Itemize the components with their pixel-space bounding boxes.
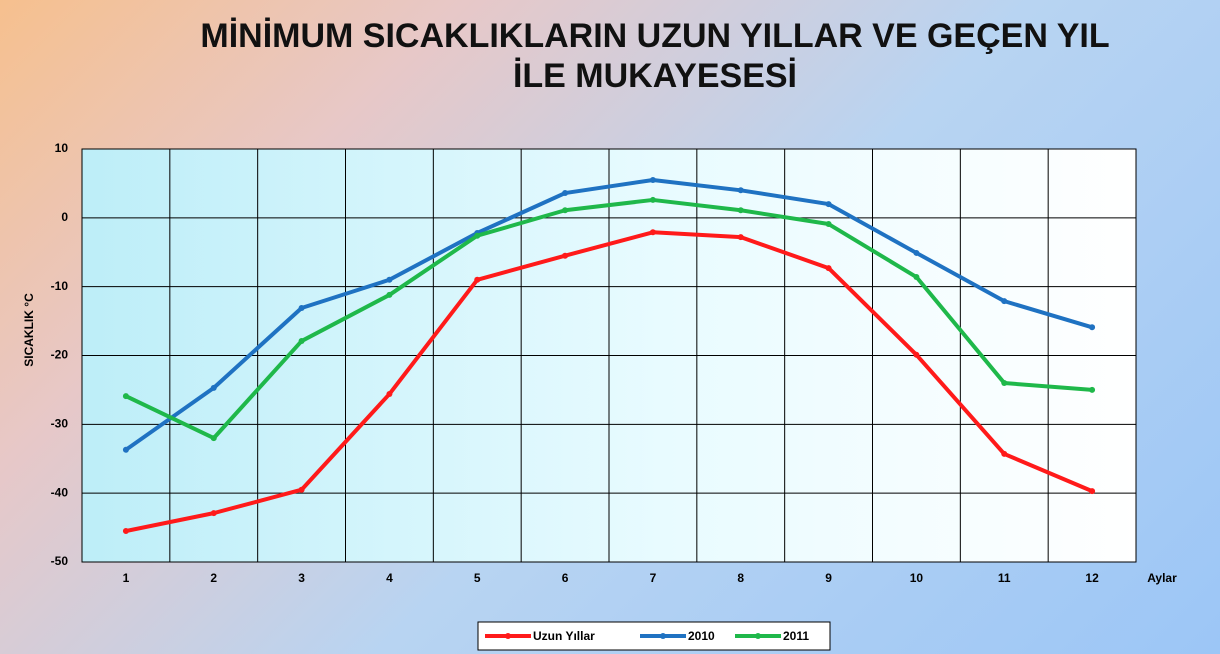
data-point <box>825 265 832 272</box>
x-tick-label: 6 <box>562 571 569 585</box>
data-point <box>913 351 920 358</box>
y-tick-label: 10 <box>55 141 69 155</box>
data-point <box>298 305 305 312</box>
data-point <box>386 276 393 283</box>
x-tick-label: 1 <box>123 571 130 585</box>
data-point <box>649 229 656 236</box>
data-point <box>562 190 569 197</box>
data-point <box>474 232 481 239</box>
y-tick-label: -50 <box>51 554 69 568</box>
data-point <box>298 338 305 345</box>
series-line <box>124 177 1093 452</box>
data-point <box>210 510 217 517</box>
x-tick-label: 4 <box>386 571 393 585</box>
data-point <box>1001 450 1008 457</box>
x-tick-label: 10 <box>910 571 924 585</box>
data-point <box>474 276 481 283</box>
data-point <box>298 486 305 493</box>
y-tick-label: 0 <box>61 210 68 224</box>
data-point <box>210 384 217 391</box>
x-tick-label: 3 <box>298 571 305 585</box>
legend-marker <box>505 633 511 639</box>
legend-label: 2011 <box>783 629 809 643</box>
legend-label: Uzun Yıllar <box>533 629 595 643</box>
data-point <box>210 435 217 442</box>
x-tick-label: 9 <box>825 571 832 585</box>
x-axis-label: Aylar <box>1147 571 1177 585</box>
data-point <box>386 291 393 298</box>
series-line <box>125 230 1093 533</box>
data-point <box>386 391 393 398</box>
data-point <box>737 234 744 241</box>
legend-marker <box>660 633 666 639</box>
data-point <box>649 196 656 203</box>
x-tick-label: 12 <box>1085 571 1099 585</box>
y-tick-label: -20 <box>51 348 69 362</box>
data-point <box>825 221 832 228</box>
y-tick-label: -10 <box>51 279 69 293</box>
legend-label: 2010 <box>688 629 715 643</box>
data-point <box>1089 324 1096 331</box>
data-point <box>1001 380 1008 387</box>
data-point <box>737 187 744 194</box>
data-point <box>1089 386 1096 393</box>
data-point <box>913 249 920 256</box>
x-tick-label: 5 <box>474 571 481 585</box>
data-point <box>122 446 129 453</box>
y-tick-label: -30 <box>51 417 69 431</box>
x-tick-label: 11 <box>998 571 1011 585</box>
data-point <box>825 201 832 208</box>
data-point <box>649 176 656 183</box>
data-point <box>122 393 129 400</box>
x-tick-label: 2 <box>210 571 217 585</box>
data-point <box>122 528 129 535</box>
legend-marker <box>755 633 761 639</box>
data-point <box>1001 298 1008 305</box>
data-point <box>737 207 744 214</box>
data-point <box>562 207 569 214</box>
series-line <box>125 197 1093 441</box>
x-tick-label: 8 <box>737 571 744 585</box>
data-point <box>562 252 569 259</box>
y-tick-label: -40 <box>51 485 69 499</box>
data-point <box>913 274 920 281</box>
chart-title: MİNİMUM SICAKLIKLARIN UZUN YILLAR VE GEÇ… <box>200 17 1110 95</box>
y-axis-label: SICAKLIK °C <box>22 293 36 367</box>
x-tick-label: 7 <box>650 571 657 585</box>
data-point <box>1089 488 1096 495</box>
